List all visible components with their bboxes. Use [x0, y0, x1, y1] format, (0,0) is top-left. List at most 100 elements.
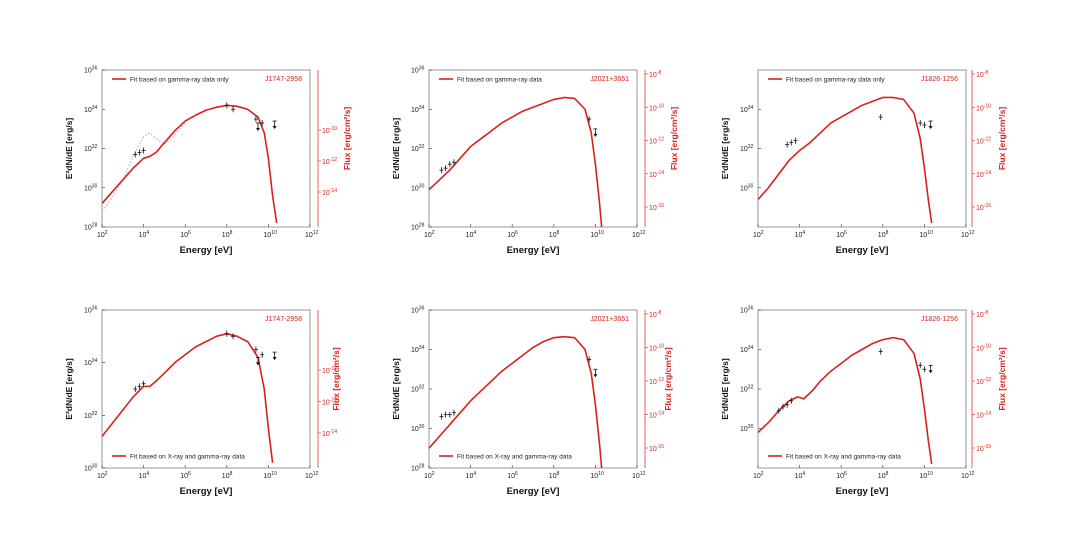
- y-tick-label: 1030: [84, 464, 98, 473]
- x-tick-label: 1012: [632, 471, 646, 480]
- x-tick-label: 102: [97, 471, 108, 480]
- x-axis-title: Energy [eV]: [180, 486, 233, 497]
- x-tick-label: 106: [180, 471, 191, 480]
- right-tick-label: 10-16: [976, 203, 991, 212]
- fit-line: [758, 336, 933, 465]
- x-tick-label: 106: [836, 230, 847, 239]
- y-axis-title: E²dN/dE [erg/s]: [391, 118, 401, 180]
- right-tick-label: 10-8: [976, 70, 988, 79]
- right-tick-label: 10-12: [649, 137, 664, 146]
- upper-limit-arrow: [593, 133, 598, 137]
- y-tick-label: 1030: [411, 424, 425, 433]
- chart-panel-4: 102 104 106 108 1010 1012 1030 1032 1034 1036 10-1…: [64, 306, 341, 498]
- x-tick-label: 102: [424, 471, 435, 480]
- x-tick-label: 1010: [919, 230, 933, 239]
- right-tick-label: 10-8: [976, 310, 988, 319]
- right-tick-label: 10-10: [322, 366, 337, 375]
- upper-limit-arrow: [928, 370, 933, 374]
- y-axis-title: E²dN/dE [erg/s]: [391, 358, 401, 420]
- y-tick-label: 1032: [84, 411, 98, 420]
- y-tick-label: 1028: [411, 464, 425, 473]
- right-tick-label: 10-14: [322, 188, 337, 197]
- fit-line: [429, 335, 603, 468]
- y-tick-label: 1030: [84, 183, 98, 192]
- x-tick-label: 104: [795, 230, 806, 239]
- y-tick-label: 1032: [411, 385, 425, 394]
- plot-series: [429, 335, 603, 468]
- upper-limit-arrow: [593, 374, 598, 378]
- y-tick-label: 1030: [411, 183, 425, 192]
- legend-label: Fit based on gamma-ray data only: [786, 77, 885, 84]
- fit-line: [102, 104, 278, 224]
- source-name: J2021+3651: [590, 76, 629, 83]
- x-tick-label: 104: [139, 471, 150, 480]
- y-tick-label: 1032: [740, 385, 754, 394]
- chart-panel-6: 102 104 106 108 1010 1012 1030 1032 1034 1036 10-8…: [720, 306, 1007, 498]
- plot-series: [102, 330, 277, 463]
- x-tick-label: 1010: [263, 230, 277, 239]
- upper-limit-arrow: [256, 362, 260, 366]
- legend-label: Fit based on X-ray and gamma-ray data: [457, 454, 572, 461]
- plot-series: [429, 96, 603, 227]
- x-tick-label: 104: [139, 230, 150, 239]
- upper-limit-arrow: [256, 127, 260, 131]
- x-tick-label: 1012: [305, 230, 319, 239]
- x-tick-label: 108: [878, 471, 889, 480]
- x-tick-label: 108: [549, 471, 560, 480]
- right-axis-title: Flux [erg/cm²/s]: [663, 347, 673, 410]
- right-tick-label: 10-14: [649, 411, 664, 420]
- source-name: J1826-1256: [921, 76, 958, 83]
- right-tick-label: 10-10: [976, 103, 991, 112]
- right-tick-label: 10-12: [649, 377, 664, 386]
- y-tick-label: 1030: [740, 183, 754, 192]
- legend-label: Fit based on gamma-ray data: [457, 77, 542, 84]
- x-axis-title: Energy [eV]: [836, 245, 889, 256]
- right-tick-label: 10-10: [649, 103, 664, 112]
- y-tick-label: 1032: [84, 144, 98, 153]
- x-tick-label: 108: [549, 230, 560, 239]
- x-tick-label: 106: [507, 230, 518, 239]
- x-tick-label: 102: [424, 230, 435, 239]
- x-axis-title: Energy [eV]: [507, 486, 560, 497]
- plot-series: [102, 102, 278, 224]
- x-tick-label: 1010: [263, 471, 277, 480]
- y-tick-label: 1036: [84, 306, 98, 315]
- source-name: J2021+3651: [590, 316, 629, 323]
- chart-panel-5: 102 104 106 108 1010 1012 1028 1030 1032 1034 1036…: [391, 306, 673, 498]
- x-axis-title: Energy [eV]: [180, 245, 233, 256]
- y-tick-label: 1034: [411, 345, 425, 354]
- chart-panel-1: 102 104 106 108 1010 1012 1028 1030 1032 1034 1036…: [64, 66, 352, 257]
- source-name: J1747-2958: [265, 76, 302, 83]
- plot-frame: [101, 69, 311, 228]
- x-tick-label: 1010: [590, 230, 604, 239]
- x-tick-label: 1012: [961, 230, 975, 239]
- y-tick-label: 1032: [411, 144, 425, 153]
- plot-frame: [428, 69, 638, 228]
- x-tick-label: 108: [222, 230, 233, 239]
- x-tick-label: 104: [466, 471, 477, 480]
- y-tick-label: 1036: [740, 306, 754, 315]
- right-tick-label: 10-12: [322, 157, 337, 166]
- right-tick-label: 10-8: [649, 310, 661, 319]
- x-tick-label: 106: [836, 471, 847, 480]
- right-axis-title: Flux [erg/cm²/s]: [669, 107, 679, 170]
- x-tick-label: 1012: [305, 471, 319, 480]
- right-tick-label: 10-14: [649, 170, 664, 179]
- plot-frame: [757, 69, 967, 228]
- y-tick-label: 1034: [740, 345, 754, 354]
- x-axis-title: Energy [eV]: [507, 245, 560, 256]
- y-tick-label: 1036: [411, 66, 425, 75]
- y-tick-label: 1028: [84, 223, 98, 232]
- right-tick-label: 10-14: [976, 411, 991, 420]
- fit-line: [758, 96, 933, 224]
- y-tick-label: 1028: [411, 223, 425, 232]
- right-axis-title: Flux [erg/cm²/s]: [997, 347, 1007, 410]
- right-tick-label: 10-12: [976, 377, 991, 386]
- x-tick-label: 102: [753, 471, 764, 480]
- y-axis-title: E²dN/dE [erg/s]: [64, 118, 74, 180]
- x-tick-label: 1010: [590, 471, 604, 480]
- legend-label: Fit based on X-ray and gamma-ray data: [130, 454, 245, 461]
- x-tick-label: 1012: [632, 230, 646, 239]
- x-tick-label: 104: [795, 471, 806, 480]
